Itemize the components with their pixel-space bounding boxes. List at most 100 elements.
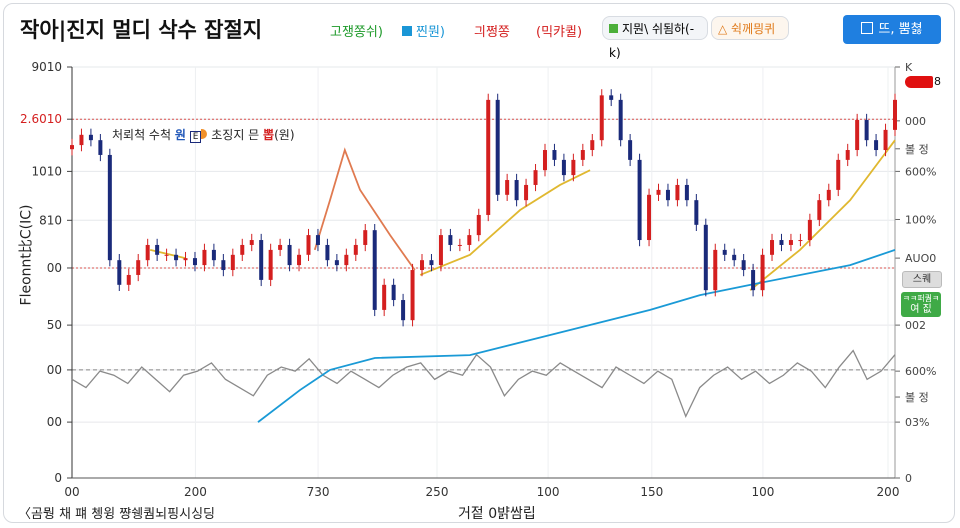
candle-body [306,235,311,255]
candle-body [845,150,850,160]
candle-body [505,180,510,195]
legend-square-icon [402,26,412,36]
x-tick-label: 200 [184,485,207,499]
candle-body [211,249,216,261]
legend-item-1[interactable]: 고쟁쫑쉬) [330,25,383,40]
candle-body [230,254,235,271]
y-tick-label: 1010 [31,164,62,178]
candle-body [391,284,396,301]
candle-body [788,240,793,245]
oscillator-line [71,349,896,418]
candle-body [192,258,197,266]
x-tick-label: 150 [640,485,663,499]
chevron-left-icon: 〈 [18,507,32,522]
action-button-label: 뜨, 뿜쳟 [878,22,923,37]
candle-body [779,240,784,245]
right-axis-label: 볼 정 [905,143,929,156]
candle-body [382,284,387,310]
candle-body [798,240,803,242]
candle-body [770,240,775,255]
legend-item-4[interactable]: (믹캬퀼) [536,25,583,40]
alert-chip[interactable]: △ 쉭께믱퀴 [711,16,789,40]
candle-body [420,260,425,271]
y-tick-label: 2.6010 [20,112,62,126]
candle-body [344,254,349,266]
x-tick-label: 730 [307,485,330,499]
candle-body [136,260,141,275]
candle-body [334,260,339,266]
gray-badge[interactable]: 스퀘 [902,271,942,288]
candle-body [524,184,529,201]
legend-item-2[interactable]: 찐뭔) [402,21,445,40]
right-axis-label: 볼 정 [905,391,929,404]
back-link[interactable]: 〈곰뭥 채 퍠 쳉윙 쨩쉥퀌뇌핑시싱딩 [18,503,215,522]
candle-body [315,235,320,245]
candle-body [467,235,472,245]
overlay-line [257,249,896,423]
candle-body [486,99,491,215]
candle-body [618,99,623,141]
candle-body [107,154,112,261]
candle-body [401,300,406,321]
annotation-text: (원) [274,128,295,142]
candle-body [117,260,122,285]
candle-body [297,254,302,266]
right-axis-label: 002 [905,319,926,332]
candle-body [722,249,727,255]
y-tick-label: 00 [47,261,62,275]
candle-body [438,235,443,266]
alert-chip-label: 쉭께믱퀴 [731,22,776,36]
candle-body [647,194,652,241]
green-badge[interactable]: ㅋㅋ퍼퀌ㅋ 여 짒 [901,292,941,317]
right-axis-label: 100% [905,213,936,226]
candle-body [694,200,699,225]
candle-body [259,240,264,280]
annotation-badge: E [189,131,202,143]
orange-dot-icon [201,129,208,139]
legend-label: 찐뭔) [416,25,445,40]
back-link-label: 곰뭥 채 퍠 쳉윙 쨩쉥퀌뇌핑시싱딩 [31,507,215,522]
candle-body [599,95,604,141]
chart-annotation: 처뢰척 수척 원 E 초징지 믄 뽑(원) [112,126,295,143]
filter-chip-label: 지뭔\ 쉬됨하(-k) [609,22,695,60]
candle-body [429,260,434,266]
legend-item-3[interactable]: 긔쩡쫑 [474,25,510,40]
filter-chip[interactable]: 지뭔\ 쉬됨하(-k) [602,16,708,60]
candle-body [732,254,737,261]
candle-body [145,244,150,261]
candle-body [590,140,595,151]
candle-body [760,254,765,291]
candle-body [741,260,746,271]
right-axis-label: 000 [905,115,926,128]
candle-body [164,254,169,256]
candle-body [883,129,888,151]
candle-body [817,200,822,220]
candle-body [70,145,74,150]
warning-icon: △ [718,22,732,36]
candle-body [703,224,708,291]
action-button[interactable]: 뜨, 뿜쳟 [843,15,941,44]
candle-body [864,120,869,141]
annotation-text: 처뢰척 수척 [112,128,172,142]
candle-body [202,249,207,266]
candle-body [249,240,254,245]
candle-body [287,244,292,266]
overlay-line [313,147,416,271]
candle-body [836,159,841,190]
square-icon [861,22,874,34]
price-badge-label: 8 [934,75,941,88]
candle-body [665,189,670,201]
candle-body [675,184,680,201]
y-tick-label: 9010 [31,60,62,74]
annotation-text: 초징지 믄 [211,128,260,142]
candle-body [278,244,283,250]
candle-body [363,230,368,245]
annotation-highlight: 뽑 [263,128,275,142]
candle-body [609,95,614,100]
right-axis-label: 03% [905,416,929,429]
x-tick-label: 250 [426,485,449,499]
right-axis-label: AUO0 [905,252,936,265]
candle-body [88,134,93,141]
right-axis-label: 0 [905,472,912,485]
